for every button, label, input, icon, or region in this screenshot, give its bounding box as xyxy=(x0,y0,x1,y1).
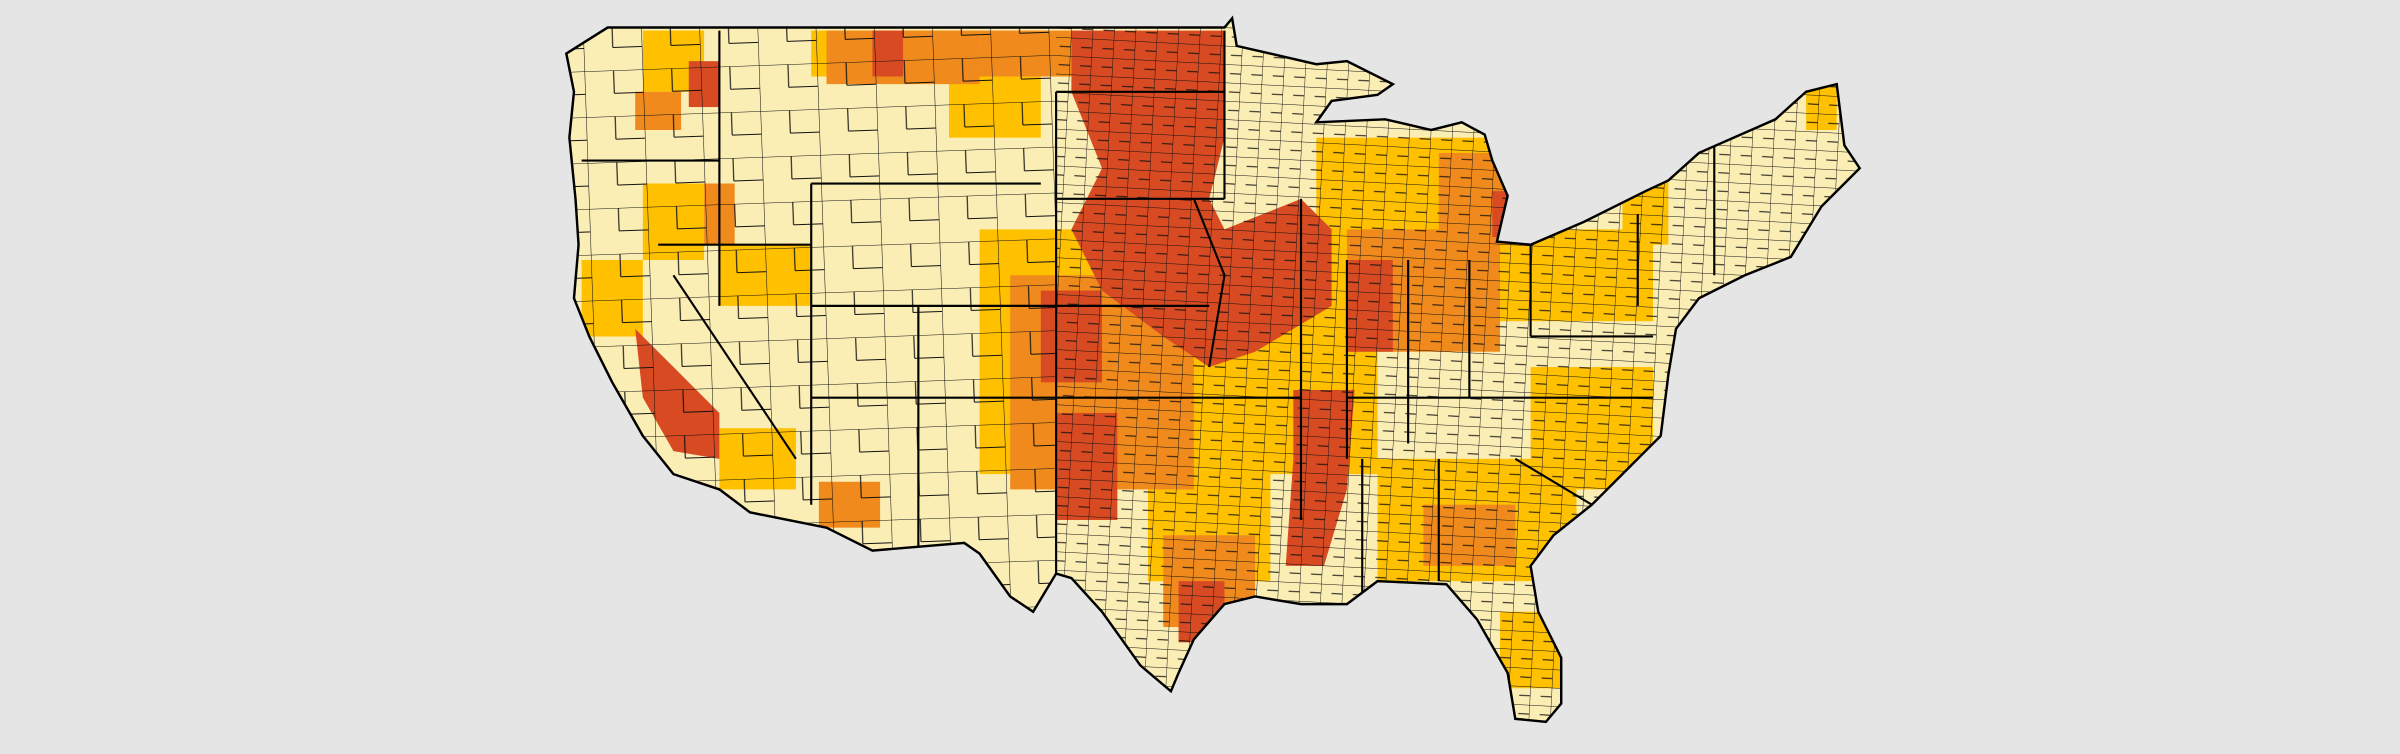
state-borders xyxy=(581,30,1716,597)
map-body xyxy=(565,17,1861,724)
counties-layer xyxy=(566,18,1860,722)
west-county-borders xyxy=(566,18,1057,722)
